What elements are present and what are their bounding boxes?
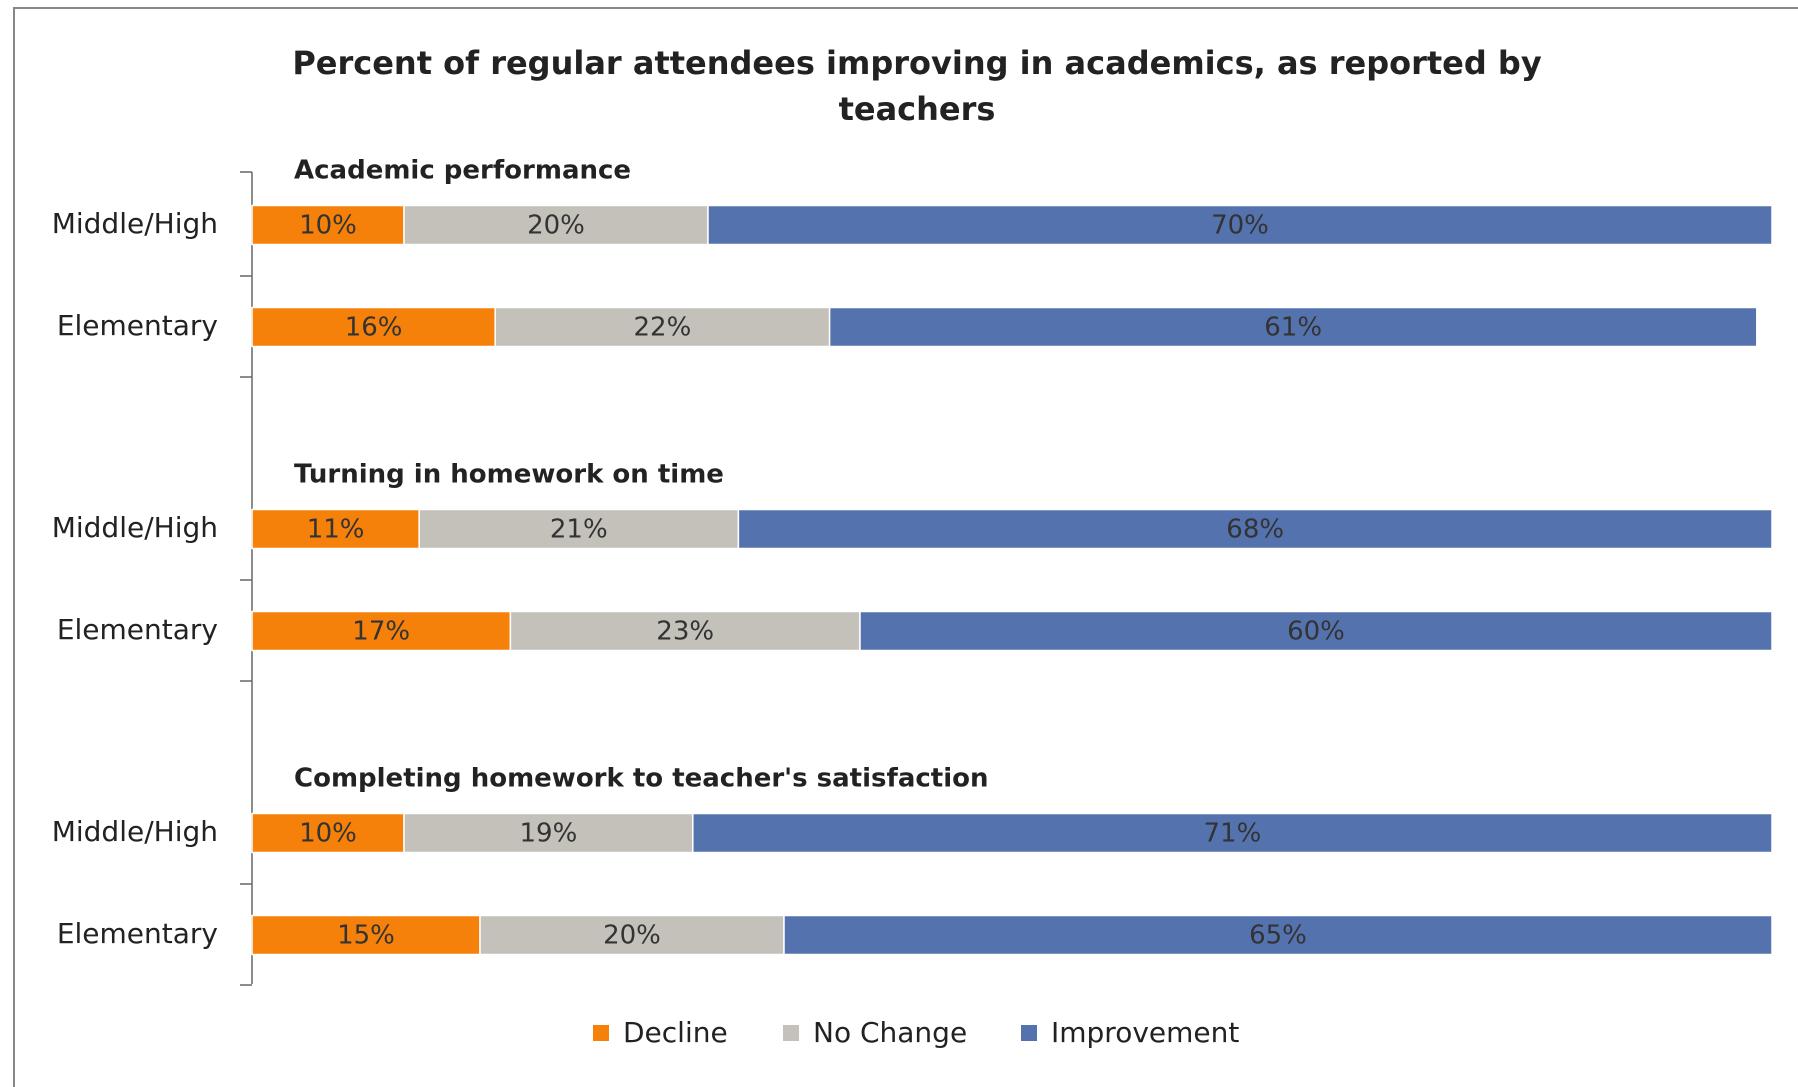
value-label: 22% [634,313,692,343]
y-tick-label: Elementary [57,309,218,342]
value-label: 61% [1264,313,1322,343]
legend-label: No Change [813,1016,967,1049]
value-label: 11% [307,515,365,545]
value-label: 71% [1204,819,1262,849]
value-label: 20% [527,211,585,241]
value-label: 10% [299,211,357,241]
group-title: Turning in homework on time [294,460,724,490]
value-label: 68% [1226,515,1284,545]
y-tick-label: Elementary [57,613,218,646]
value-label: 23% [656,617,714,647]
legend-swatch [1021,1025,1037,1041]
y-tick-label: Middle/High [52,207,218,240]
value-label: 60% [1287,617,1345,647]
legend-label: Improvement [1051,1016,1239,1049]
y-tick-label: Elementary [57,917,218,950]
y-tick-label: Middle/High [52,511,218,544]
value-label: 17% [352,617,410,647]
value-label: 70% [1211,211,1269,241]
group-title: Completing homework to teacher's satisfa… [294,764,988,794]
y-tick-label: Middle/High [52,815,218,848]
value-label: 10% [299,819,357,849]
legend-swatch [593,1025,609,1041]
value-label: 15% [337,921,395,951]
value-label: 21% [550,515,608,545]
chart: Percent of regular attendees improving i… [0,0,1798,1087]
value-label: 16% [345,313,403,343]
value-label: 19% [520,819,578,849]
legend-label: Decline [623,1016,728,1049]
value-label: 20% [603,921,661,951]
group-title: Academic performance [294,156,631,186]
value-label: 65% [1249,921,1307,951]
legend-swatch [783,1025,799,1041]
